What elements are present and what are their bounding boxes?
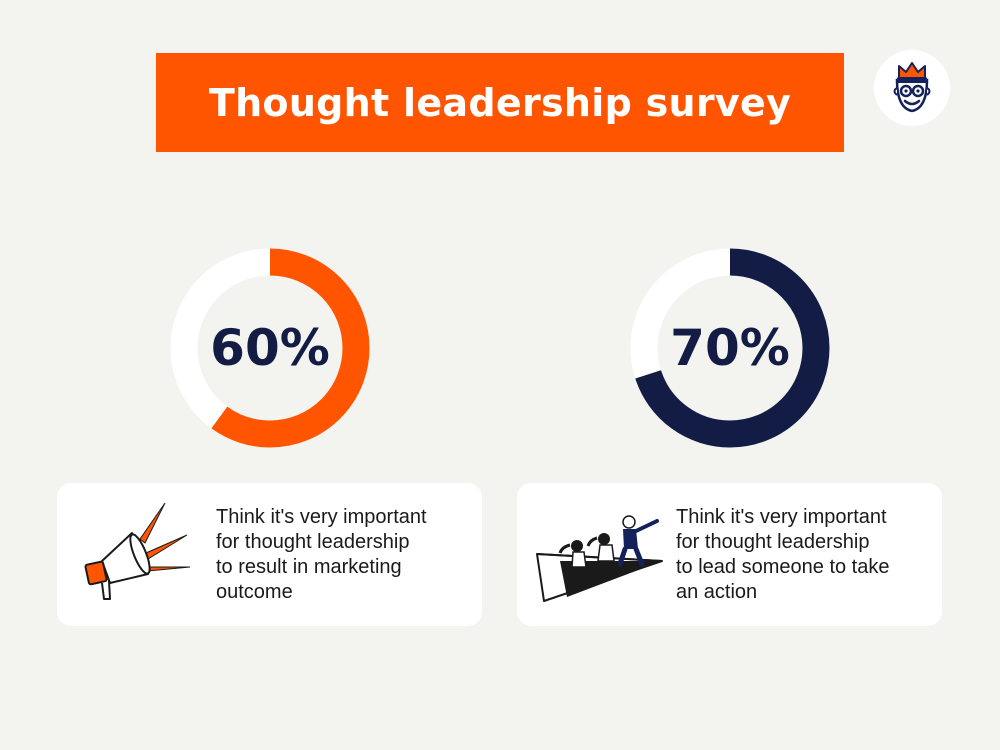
card-text-line: for thought leadership: [216, 531, 410, 553]
donut-value-arc: [170, 248, 370, 448]
card-description: Think it's very important for thought le…: [676, 505, 931, 605]
card-text-line: Think it's very important: [676, 506, 887, 528]
donut-percentage-label: 70%: [670, 319, 790, 377]
donut-chart-marketing-outcome: 60%: [170, 248, 370, 448]
title-banner: Thought leadership survey: [156, 53, 844, 152]
megaphone-icon: [84, 502, 191, 600]
card-description: Think it's very important for thought le…: [216, 505, 471, 605]
donut-percentage-label: 60%: [210, 319, 330, 377]
stat-card-take-action: Think it's very important for thought le…: [517, 483, 942, 626]
donut-chart-take-action: 70%: [630, 248, 830, 448]
card-text-line: Think it's very important: [216, 506, 427, 528]
paper-plane-team-icon: [536, 515, 663, 602]
stat-card-marketing-outcome: Think it's very important for thought le…: [57, 483, 482, 626]
card-text-line: to lead someone to take: [676, 556, 890, 578]
card-text-line: to result in marketing: [216, 556, 402, 578]
card-text-line: outcome: [216, 581, 293, 603]
card-text-line: for thought leadership: [676, 531, 870, 553]
brand-logo: [874, 50, 950, 126]
card-text-line: an action: [676, 581, 758, 603]
page-title: Thought leadership survey: [208, 80, 792, 125]
donut-value-arc: [630, 248, 830, 448]
jester-face-logo-icon: [893, 62, 931, 113]
